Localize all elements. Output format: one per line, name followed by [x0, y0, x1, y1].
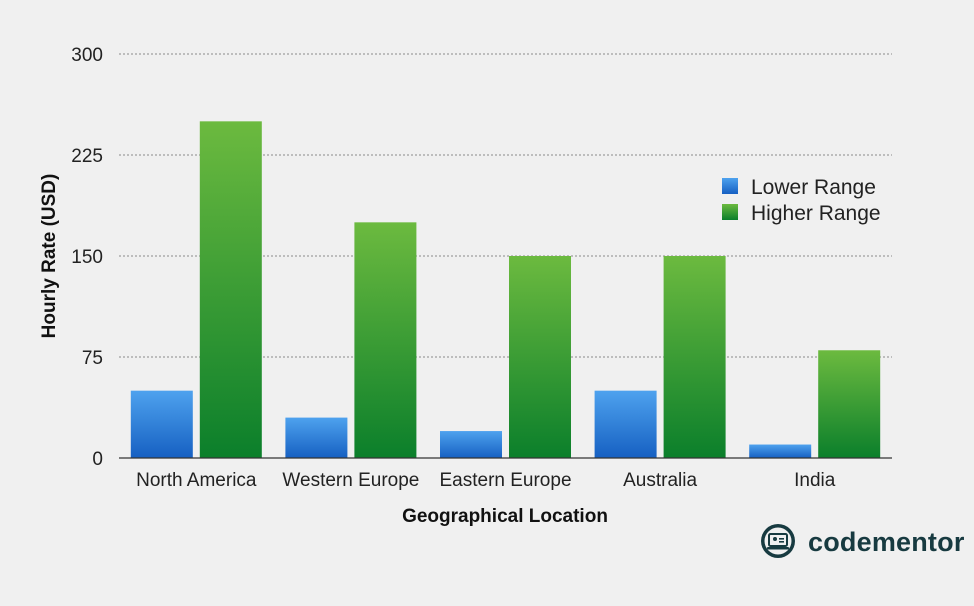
- bars: [130, 121, 881, 458]
- y-tick-label: 225: [71, 146, 103, 167]
- bar-higher-range: [199, 121, 262, 458]
- legend-label: Higher Range: [751, 202, 881, 225]
- bar-higher-range: [354, 222, 417, 458]
- x-tick-label: North America: [136, 470, 257, 491]
- y-axis-title: Hourly Rate (USD): [39, 174, 60, 339]
- x-tick-labels: North America Western Europe Eastern Europ…: [136, 470, 836, 491]
- y-tick-label: 300: [71, 45, 103, 66]
- legend-label: Lower Range: [751, 176, 876, 199]
- bar-higher-range: [663, 256, 726, 458]
- legend: Lower Range Higher Range: [722, 176, 881, 225]
- x-tick-label: Australia: [623, 470, 697, 491]
- bar-higher-range: [509, 256, 571, 458]
- legend-swatch: [722, 204, 738, 220]
- x-axis-title: Geographical Location: [402, 506, 608, 527]
- bar-lower-range: [285, 417, 348, 458]
- y-tick-label: 75: [82, 348, 103, 369]
- bar-lower-range: [440, 431, 502, 458]
- x-tick-label: Western Europe: [282, 470, 419, 491]
- y-tick-label: 0: [92, 449, 103, 470]
- codementor-logo-icon: [761, 524, 795, 558]
- x-tick-label: Eastern Europe: [439, 470, 571, 491]
- bar-lower-range: [594, 390, 657, 458]
- bar-lower-range: [130, 390, 193, 458]
- bar-higher-range: [818, 350, 881, 458]
- y-tick-label: 150: [71, 247, 103, 268]
- bar-lower-range: [749, 444, 812, 458]
- x-tick-label: India: [794, 470, 836, 491]
- y-tick-labels: 0 75 150 225 300: [71, 45, 103, 470]
- legend-swatch: [722, 178, 738, 194]
- brand-name: codementor: [808, 527, 965, 557]
